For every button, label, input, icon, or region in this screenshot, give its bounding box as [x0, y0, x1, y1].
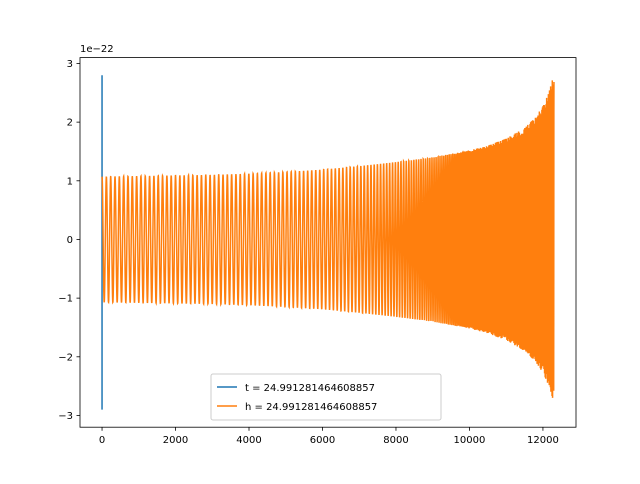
x-tick-label: 2000 — [163, 435, 188, 446]
x-tick-label: 12000 — [527, 435, 559, 446]
y-tick-label: 1 — [67, 176, 73, 187]
series-h-line — [101, 80, 555, 398]
y-offset-label: 1e−22 — [80, 44, 114, 55]
legend-label: h = 24.991281464608857 — [245, 402, 377, 413]
y-tick-label: 0 — [67, 235, 73, 246]
x-tick-label: 6000 — [310, 435, 335, 446]
y-tick-label: −1 — [58, 294, 73, 305]
y-axis: −3 −2 −1 0 1 2 3 — [58, 59, 80, 422]
y-tick-label: 2 — [67, 118, 73, 129]
y-tick-label: −2 — [58, 352, 73, 363]
x-tick-label: 8000 — [383, 435, 408, 446]
x-axis: 0 2000 4000 6000 8000 10000 12000 — [99, 427, 559, 446]
y-tick-label: 3 — [67, 59, 73, 70]
x-tick-label: 4000 — [236, 435, 261, 446]
legend-label: t = 24.991281464608857 — [245, 383, 375, 394]
axes-frame — [79, 57, 577, 428]
legend-box — [210, 373, 442, 421]
y-tick-label: −3 — [58, 411, 73, 422]
plot-area — [101, 75, 555, 410]
legend: t = 24.991281464608857 h = 24.99128146460… — [210, 373, 442, 421]
x-tick-label: 0 — [99, 435, 105, 446]
x-tick-label: 10000 — [454, 435, 486, 446]
